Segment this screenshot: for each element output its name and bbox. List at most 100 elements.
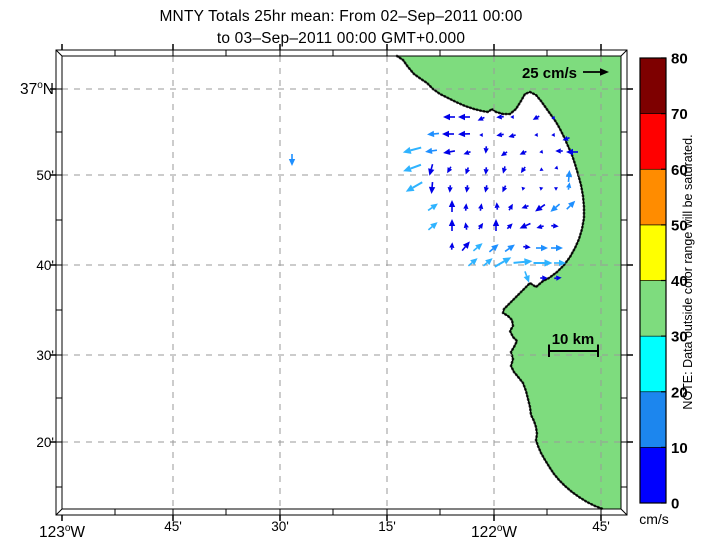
current-vector-shaft [566,205,571,210]
axis-tick-label: 30' [271,519,289,534]
y-axis-labels: 37oN 50' 40' 30' 20' [20,80,54,450]
axis-tick-label: 45' [592,519,610,534]
current-vector-shaft [523,166,526,170]
current-vector-shaft [494,260,505,268]
current-vector-shaft [506,226,510,230]
current-vector-shaft [467,262,473,267]
current-vector-arrow [483,186,489,193]
current-vector-arrow [483,169,489,175]
plot-title-line1: MNTY Totals 25hr mean: From 02–Sep–2011 … [159,8,523,25]
current-vector-arrow [532,114,539,120]
current-vector-arrow [524,258,533,266]
current-vector-arrow [502,257,512,265]
colorbar: 0 10 20 30 40 50 60 70 80 [639,51,688,513]
border-corner [620,49,628,57]
colorbar-tick-label: 20 [671,384,688,401]
current-vector-arrow [464,186,470,193]
current-vector-arrow [508,133,515,139]
current-vector-arrow [448,219,456,226]
colorbar-tick-label: 60 [671,162,688,179]
current-vector-shaft [468,150,471,154]
current-vector-arrow [542,275,548,281]
current-vector-shaft [526,204,529,208]
colorbar-band [639,113,667,170]
current-vector-arrow [566,182,572,189]
current-vector-arrow [539,167,544,172]
current-vector-arrow [565,170,573,178]
current-vector-arrow [463,203,469,209]
current-vector-arrow [447,167,453,174]
current-vector-shaft [541,225,544,228]
current-vector-arrow [534,132,538,137]
current-vector-arrow [430,222,438,230]
border-outer [55,49,628,516]
current-vector-shaft [513,134,516,137]
colorbar-tick-label: 80 [671,51,688,68]
current-vector-arrow [525,244,531,250]
current-vector-shaft [478,226,481,230]
coastline-stipple [395,54,605,511]
current-vector-arrow [478,203,484,210]
current-vector-arrow [507,203,513,210]
current-vector-arrow [425,147,433,155]
ocean-area [62,56,621,509]
current-vector-shaft [482,262,488,267]
colorbar-tick-label: 70 [671,106,688,123]
border-corner [55,508,63,516]
axis-tick-label: 20' [36,435,54,450]
colorbar-tick-label: 30 [671,329,688,346]
current-vector-arrow [551,115,556,120]
current-vector-shaft [567,136,570,140]
current-vector-arrow [494,202,500,208]
current-vector-shaft [449,166,452,169]
current-vector-arrow [443,113,450,121]
current-vector-arrow [521,203,528,209]
current-vector-arrow [475,243,483,251]
current-vector-shaft [427,206,433,212]
current-vector-shaft [482,116,485,119]
current-vector-arrow [492,219,500,226]
colorbar-band [639,447,667,504]
colorbar-note: NOTE: Data outside color range will be s… [681,134,695,409]
current-vector-arrow [448,200,456,207]
current-vector-shaft [461,246,466,252]
current-vector-shaft [472,247,478,252]
current-vector-arrow [477,115,484,121]
current-vector-arrow [539,186,544,191]
current-vector-shaft [488,248,494,253]
current-vector-arrow [507,244,515,252]
current-vector-arrow [501,167,507,174]
current-vector-arrow [430,203,438,211]
current-vector-arrow [496,132,503,138]
current-vector-arrow [550,204,558,212]
current-vector-arrow [506,223,513,230]
axis-tick-label: 50' [36,168,54,183]
current-vector-arrow [491,244,499,252]
current-vector-arrow [510,115,514,119]
colorbar-band [639,57,667,114]
axis-tick-label: 40' [36,258,54,273]
current-vector-arrow [402,146,412,154]
current-vector-shaft [430,163,434,170]
x-axis-labels: 123oW 45' 30' 15' 122oW 45' [39,519,610,541]
current-vector-shaft [524,271,528,277]
current-vector-arrow [449,242,455,248]
current-vector-arrow [458,130,466,138]
current-vector-arrow [535,204,543,212]
current-vector-arrow [520,167,527,174]
current-vector-arrow [496,114,502,120]
colorbar-tick-label: 0 [671,496,679,513]
current-vector-arrow [551,132,555,137]
distance-scale: 10 km [548,331,599,357]
current-vector-arrow [465,168,471,175]
current-vector-arrow [443,148,451,155]
current-vector-arrow [553,223,559,229]
current-vector-arrow [555,148,561,154]
current-vector-arrow [554,187,558,191]
velocity-scale-arrow-head [600,68,609,76]
current-vector-arrow [568,200,576,208]
colorbar-tick-label: 10 [671,440,688,457]
current-vector-shaft [524,150,527,153]
current-vector-arrow [447,187,453,193]
